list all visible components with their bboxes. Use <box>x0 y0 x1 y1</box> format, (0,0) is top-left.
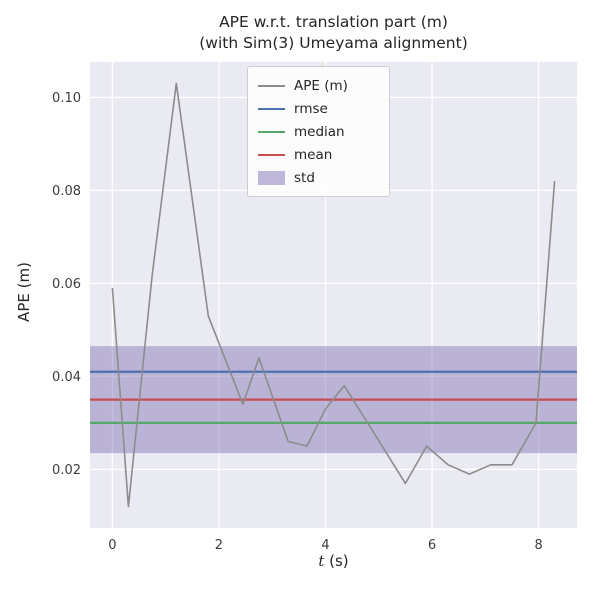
y-tick-label: 0.02 <box>52 463 81 478</box>
legend: APE (m) rmse median mean std <box>247 66 390 197</box>
chart-title-line2: (with Sim(3) Umeyama alignment) <box>199 33 468 52</box>
x-axis-label-unit: (s) <box>324 552 349 570</box>
legend-swatch-line <box>258 107 285 110</box>
y-tick-label: 0.04 <box>52 370 81 385</box>
x-tick-label: 2 <box>215 538 223 553</box>
y-tick-label: 0.10 <box>52 91 81 106</box>
legend-label: std <box>294 169 315 186</box>
legend-label: rmse <box>294 100 328 117</box>
x-tick-label: 4 <box>321 538 329 553</box>
chart-title-line1: APE w.r.t. translation part (m) <box>219 13 448 31</box>
x-axis-label-math: t <box>318 552 325 570</box>
legend-item: rmse <box>258 97 377 120</box>
legend-swatch-line <box>258 130 285 133</box>
legend-label: median <box>294 123 345 140</box>
ape-line <box>111 82 556 508</box>
y-tick-label: 0.08 <box>52 184 81 199</box>
x-tick-label: 0 <box>108 538 116 553</box>
chart-title: APE w.r.t. translation part (m) (with Si… <box>90 12 577 54</box>
x-axis-label: t (s) <box>90 552 577 570</box>
legend-item: median <box>258 120 377 143</box>
legend-swatch-band <box>258 170 285 185</box>
x-tick-label: 6 <box>428 538 436 553</box>
legend-item: mean <box>258 143 377 166</box>
y-tick-label: 0.06 <box>52 277 81 292</box>
legend-label: APE (m) <box>294 77 348 94</box>
legend-swatch-line <box>258 153 285 156</box>
legend-label: mean <box>294 146 333 163</box>
legend-item: std <box>258 166 377 189</box>
x-tick-label: 8 <box>534 538 542 553</box>
legend-item: APE (m) <box>258 74 377 97</box>
legend-swatch-line <box>258 84 285 87</box>
y-axis-label: APE (m) <box>15 262 33 322</box>
